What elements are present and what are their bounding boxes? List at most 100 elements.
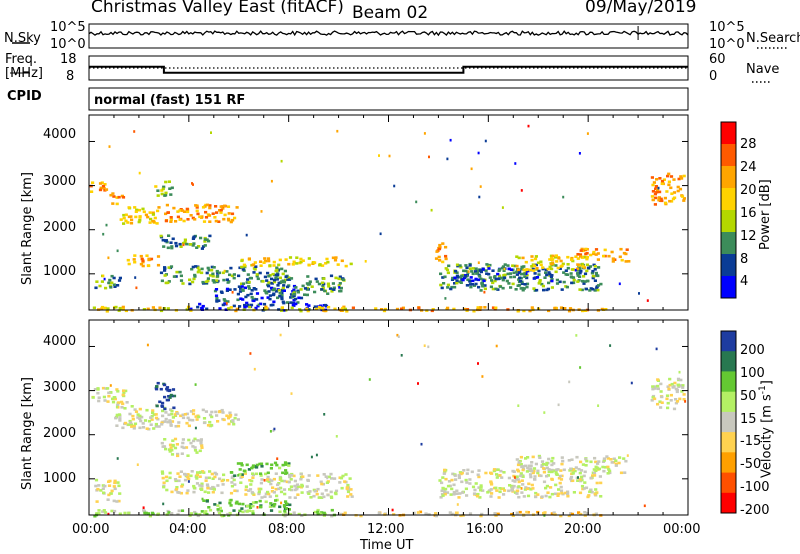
velocity-gate <box>465 481 469 484</box>
velocity-gate <box>582 487 586 490</box>
velocity-gate <box>216 504 220 507</box>
velocity-gate <box>300 514 304 517</box>
velocity-gate <box>168 420 172 424</box>
power-gate <box>227 307 231 310</box>
power-gate <box>498 285 503 288</box>
velocity-scatter-gate <box>237 474 240 477</box>
velocity-gate <box>229 414 233 417</box>
velocity-gate <box>221 411 225 414</box>
power-gate <box>579 270 583 273</box>
velocity-gate <box>208 424 212 428</box>
velocity-gate <box>121 393 125 397</box>
power-scatter-gate <box>210 131 212 134</box>
velocity-gate <box>515 492 519 495</box>
velocity-gate <box>110 509 114 513</box>
power-gate <box>596 258 600 261</box>
velocity-gate <box>493 512 497 515</box>
velocity-scatter-gate <box>256 506 259 509</box>
velocity-gate <box>675 390 679 394</box>
velocity-colorbar-segment <box>721 432 736 453</box>
velocity-gate <box>575 455 579 459</box>
power-gate <box>188 282 192 286</box>
velocity-gate <box>249 483 253 486</box>
power-gate <box>287 278 292 281</box>
power-gate <box>100 307 104 310</box>
power-gate <box>254 306 258 310</box>
power-gate <box>317 282 321 286</box>
power-gate <box>241 298 245 301</box>
power-gate <box>624 252 628 256</box>
power-gate <box>478 275 482 278</box>
velocity-gate <box>209 487 213 490</box>
velocity-gate <box>448 484 452 488</box>
power-gate <box>653 192 657 196</box>
power-gate <box>134 215 138 219</box>
velocity-gate <box>200 510 204 513</box>
power-gate <box>159 309 164 313</box>
power-gate <box>591 276 595 280</box>
power-gate <box>153 216 157 220</box>
velocity-gate <box>440 481 444 485</box>
power-gate <box>233 288 237 291</box>
power-gate <box>156 194 160 197</box>
velocity-gate <box>457 474 461 477</box>
power-gate <box>280 296 284 299</box>
power-gate <box>471 272 475 276</box>
velocity-gate <box>207 491 211 494</box>
velocity-gate <box>185 421 189 425</box>
power-gate <box>619 247 623 251</box>
power-gate <box>481 268 485 271</box>
velocity-gate <box>557 488 561 491</box>
power-gate <box>281 286 285 290</box>
velocity-gate <box>99 489 103 492</box>
velocity-gate <box>141 422 145 425</box>
power-gate <box>548 272 552 276</box>
velocity-gate <box>599 481 603 485</box>
velocity-scatter-gate <box>630 381 633 385</box>
velocity-scatter-gate <box>107 512 110 516</box>
power-gate <box>336 263 340 266</box>
power-gate <box>559 306 564 309</box>
velocity-gate <box>255 463 259 467</box>
power-gate <box>299 257 303 261</box>
power-gate <box>325 257 329 261</box>
power-gate <box>282 284 286 287</box>
power-gate <box>663 196 667 200</box>
velocity-gate <box>530 461 534 464</box>
velocity-gate <box>170 420 175 423</box>
power-gate <box>169 265 174 268</box>
power-gate <box>455 271 459 274</box>
power-gate <box>103 183 107 186</box>
power-gate <box>306 283 310 286</box>
velocity-gate <box>277 487 281 491</box>
power-gate <box>452 307 456 311</box>
velocity-gate <box>556 494 560 497</box>
velocity-gate <box>602 457 606 460</box>
velocity-gate <box>199 470 203 474</box>
velocity-gate <box>259 462 264 466</box>
power-gate <box>119 218 123 221</box>
power-gate <box>651 190 655 193</box>
power-gate <box>321 264 325 267</box>
power-gate <box>126 221 130 224</box>
power-gate <box>382 309 387 313</box>
velocity-scatter-gate <box>269 430 272 433</box>
power-gate <box>142 210 146 214</box>
power-gate <box>550 274 554 277</box>
power-gate <box>650 195 654 198</box>
power-gate <box>511 264 515 267</box>
power-gate <box>530 258 534 262</box>
power-gate <box>174 241 178 245</box>
power-gate <box>462 276 467 280</box>
power-gate <box>329 274 334 278</box>
power-colorbar-segment <box>721 210 736 233</box>
power-gate <box>455 274 459 278</box>
power-scatter-gate <box>308 308 311 311</box>
velocity-gate <box>147 419 152 423</box>
velocity-gate <box>673 381 677 385</box>
power-gate <box>341 278 346 281</box>
velocity-gate <box>257 492 261 496</box>
velocity-gate <box>307 492 311 495</box>
power-gate <box>108 278 112 282</box>
velocity-gate <box>533 477 537 481</box>
